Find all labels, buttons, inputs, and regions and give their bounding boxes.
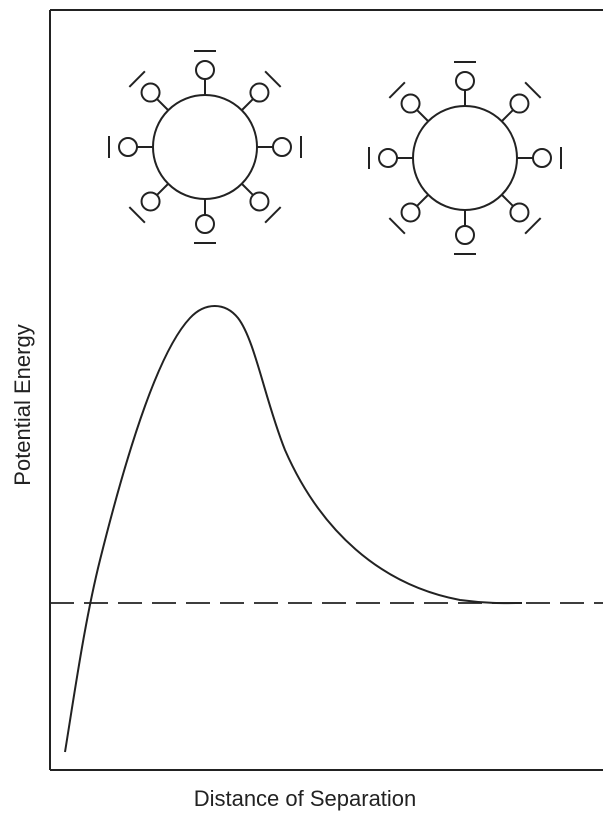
charge-bar	[524, 217, 542, 235]
head-group	[272, 137, 292, 157]
energy-curve	[64, 305, 523, 753]
head-group	[249, 82, 270, 103]
spoke	[156, 98, 169, 111]
spoke	[416, 194, 429, 207]
head-group	[140, 191, 161, 212]
charge-bar	[524, 81, 542, 99]
head-group	[118, 137, 138, 157]
charge-bar	[264, 206, 282, 224]
head-group	[195, 214, 215, 234]
spoke	[416, 109, 429, 122]
particle-core	[152, 94, 258, 200]
spoke	[501, 109, 514, 122]
x-axis-label: Distance of Separation	[194, 786, 417, 811]
head-group	[455, 71, 475, 91]
spoke	[156, 183, 169, 196]
charge-bar	[388, 217, 406, 235]
head-group	[509, 93, 530, 114]
spoke	[241, 98, 254, 111]
y-axis-label: Potential Energy	[10, 324, 35, 485]
head-group	[532, 148, 552, 168]
charge-bar	[388, 81, 406, 99]
head-group	[400, 202, 421, 223]
particle-core	[412, 105, 518, 211]
head-group	[195, 60, 215, 80]
head-group	[249, 191, 270, 212]
head-group	[509, 202, 530, 223]
head-group	[455, 225, 475, 245]
charge-bar	[128, 70, 146, 88]
spoke	[241, 183, 254, 196]
head-group	[378, 148, 398, 168]
head-group	[140, 82, 161, 103]
spoke	[501, 194, 514, 207]
charge-bar	[128, 206, 146, 224]
particles	[108, 50, 562, 255]
head-group	[400, 93, 421, 114]
charge-bar	[264, 70, 282, 88]
